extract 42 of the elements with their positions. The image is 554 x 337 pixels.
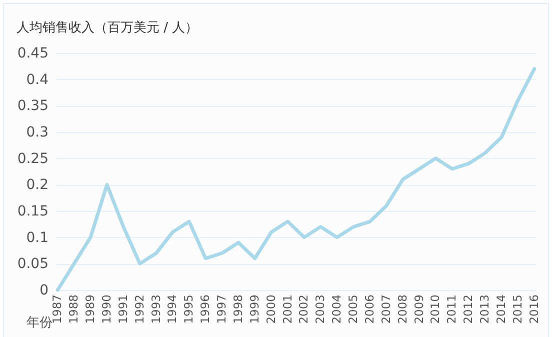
x-tick-label: 2013 (478, 294, 492, 324)
x-tick-label: 2014 (494, 294, 508, 324)
x-tick-label: 1990 (99, 294, 114, 324)
y-tick-label: 0.2 (26, 177, 48, 194)
y-tick-label: 0 (40, 282, 48, 298)
x-tick-label: 1998 (230, 294, 245, 324)
x-tick-label: 2003 (313, 294, 328, 324)
x-tick-label: 1993 (148, 294, 163, 324)
x-tick-label: 1991 (116, 294, 130, 324)
line-series (56, 67, 536, 292)
x-tick-label: 1995 (182, 294, 196, 324)
y-tick-label: 0.4 (26, 72, 49, 88)
y-tick-label: 0.35 (17, 98, 48, 114)
x-tick-label: 2006 (362, 294, 376, 324)
x-tick-label: 1994 (165, 294, 180, 324)
y-tick-label: 0.45 (17, 46, 48, 62)
y-tick-label: 0.3 (26, 124, 48, 140)
x-tick-label: 2000 (264, 294, 278, 324)
x-tick-label: 2009 (412, 294, 426, 324)
x-tick-label: 1988 (66, 294, 81, 324)
y-tick-label: 0.25 (17, 150, 48, 167)
y-tick-label: 0.1 (26, 230, 48, 246)
x-tick-label: 2002 (296, 294, 311, 324)
x-tick-label: 2015 (510, 294, 524, 324)
x-tick-label: 2005 (346, 294, 360, 324)
x-tick-label: 2008 (395, 294, 410, 324)
x-tick-label: 2011 (444, 294, 459, 324)
x-axis-title: 年份 (26, 316, 52, 330)
x-tick-label: 1989 (83, 294, 98, 324)
x-tick-label: 2001 (280, 294, 294, 324)
x-tick-label: 1997 (214, 294, 229, 324)
x-tick-label: 2012 (461, 294, 476, 324)
y-tick-label: 0.05 (17, 256, 48, 272)
y-axis-title: 人均销售收入（百万美元 / 人） (16, 20, 198, 36)
x-tick-label: 2010 (428, 294, 442, 324)
x-tick-label: 2016 (526, 294, 541, 324)
x-tick-label: 1999 (247, 294, 262, 324)
x-tick-label: 1992 (132, 294, 146, 324)
y-tick-label: 0.15 (17, 204, 48, 220)
x-tick-label: 2004 (330, 294, 344, 324)
x-tick-label: 1996 (198, 294, 212, 324)
x-tick-label: 2007 (378, 294, 393, 324)
